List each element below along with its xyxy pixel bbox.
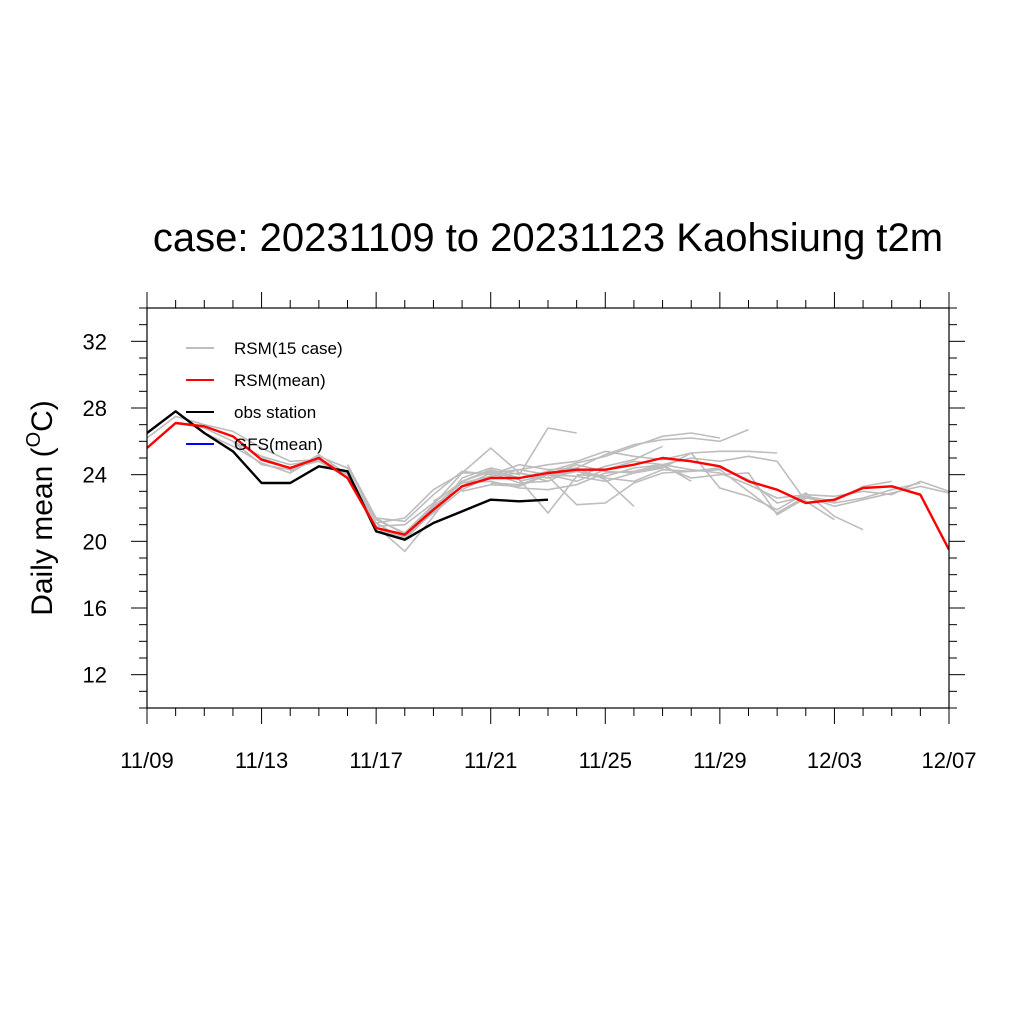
- y-tick-label: 16: [83, 596, 107, 621]
- series-line: [147, 410, 549, 541]
- legend: RSM(15 case) RSM(mean) obs station GFS(mean…: [186, 339, 343, 454]
- rsm-member-line: [346, 428, 749, 523]
- rsm-member-line: [289, 453, 692, 538]
- y-tick-label: 32: [83, 329, 107, 354]
- x-tick-label: 11/17: [349, 748, 402, 773]
- x-tick-label: 11/09: [120, 748, 173, 773]
- main-series-lines: [147, 410, 949, 551]
- x-tick-label: 12/07: [921, 748, 976, 773]
- legend-label: RSM(15 case): [234, 339, 343, 358]
- series-line: [147, 421, 949, 551]
- legend-label: obs station: [234, 403, 316, 422]
- y-tick-label: 24: [83, 463, 107, 488]
- axis-ticks: [131, 292, 965, 724]
- y-axis-label-superscript: O: [23, 432, 45, 448]
- chart-title: case: 20231109 to 20231123 Kaohsiung t2m: [153, 216, 943, 260]
- y-tick-label: 12: [83, 663, 107, 688]
- y-tick-labels: 12 16 20 24 28 32: [83, 329, 107, 687]
- y-axis-label: Daily mean (OC): [23, 400, 59, 616]
- legend-label: GFS(mean): [234, 435, 323, 454]
- rsm-member-line: [519, 465, 921, 516]
- x-tick-label: 11/29: [693, 748, 746, 773]
- rsm-member-line: [547, 467, 949, 508]
- rsm-member-line: [576, 463, 949, 499]
- x-tick-label: 11/21: [464, 748, 517, 773]
- x-tick-label: 11/25: [579, 748, 632, 773]
- y-axis-label-main: Daily mean (: [26, 447, 59, 615]
- y-axis-label-unit: C): [26, 400, 59, 432]
- x-tick-label: 12/03: [807, 748, 862, 773]
- x-tick-label: 11/13: [235, 748, 288, 773]
- rsm-member-line: [490, 468, 892, 514]
- y-tick-label: 28: [83, 396, 107, 421]
- rsm-member-line: [376, 450, 778, 524]
- y-tick-label: 20: [83, 529, 107, 554]
- x-tick-labels: 11/09 11/13 11/17 11/21 11/25 11/29 12/03 12/07: [120, 748, 976, 773]
- legend-label: RSM(mean): [234, 371, 326, 390]
- plot-frame: [146, 307, 950, 709]
